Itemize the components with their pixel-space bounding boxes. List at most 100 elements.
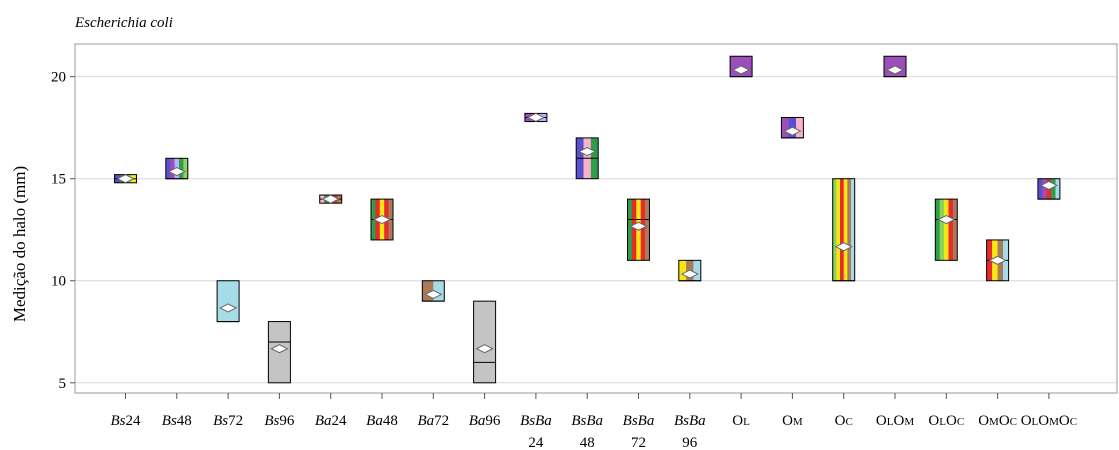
x-tick-label-part: M	[1049, 416, 1059, 428]
x-tick-label-part: 48	[383, 413, 398, 429]
x-tick-label: OC	[835, 413, 853, 429]
box-stripe	[473, 301, 496, 383]
mean-marker	[783, 126, 802, 136]
x-tick-label-part: Ba	[315, 413, 332, 429]
x-tick-label-part: 72	[434, 413, 449, 429]
box-stripe	[832, 178, 837, 281]
box-stripe	[1051, 178, 1056, 200]
x-tick-label-part: M	[989, 416, 999, 428]
box-6	[370, 198, 394, 241]
box-stripe	[640, 199, 646, 261]
x-tick-label-part: O	[1059, 413, 1070, 429]
box-10	[575, 137, 599, 180]
x-tick-label-part: O	[893, 413, 904, 429]
x-tick-label: BsBa	[623, 413, 655, 429]
box-stripe	[843, 178, 848, 281]
box-outline	[627, 198, 650, 261]
box-1	[114, 174, 137, 184]
box-5	[319, 194, 343, 204]
box-stripe	[170, 158, 175, 179]
mean-marker	[578, 146, 597, 157]
box-11	[627, 198, 650, 261]
x-tick-label-part: 24	[332, 413, 348, 429]
box-stripe	[631, 199, 637, 261]
chart-title: Escherichia coli	[74, 15, 173, 31]
x-tick-label: Bs72	[213, 413, 243, 429]
x-tick-label-line2: 24	[528, 435, 544, 450]
box-stripe	[645, 199, 650, 261]
x-tick-label-part: O	[782, 413, 793, 429]
x-tick-label-part: BsBa	[571, 413, 603, 429]
box-stripe	[678, 260, 687, 281]
box-9	[524, 112, 548, 123]
x-tick-label-part: C	[1010, 416, 1017, 428]
box-stripe	[935, 199, 940, 261]
x-tick-label: OLOM	[876, 413, 914, 429]
x-tick-label-part: M	[793, 416, 803, 428]
box-stripe	[693, 260, 701, 281]
box-fill	[217, 280, 240, 322]
box-fill	[832, 178, 855, 281]
x-tick-label-part: Ba	[366, 413, 383, 429]
y-tick-label: 5	[59, 376, 67, 392]
box-stripe	[422, 280, 434, 302]
mean-marker	[885, 65, 905, 75]
x-tick-label-part: O	[732, 413, 743, 429]
box-8	[473, 300, 497, 384]
x-tick-label-part: O	[946, 413, 957, 429]
x-axis-ticks: Bs24 Bs48 Bs72 Bs96 Ba24 Ba48 Ba72 Ba96 BsBa24Bs…	[111, 393, 1077, 450]
x-tick-label-line2: 72	[631, 435, 646, 450]
box-fill	[422, 280, 445, 302]
x-tick-label-part: 96	[279, 413, 295, 429]
mean-marker	[526, 112, 546, 123]
box-15	[832, 178, 856, 282]
box-stripe	[217, 280, 240, 322]
box-19	[1037, 178, 1061, 200]
mean-marker	[321, 194, 340, 204]
x-tick-label-part: O	[928, 413, 939, 429]
x-tick-label-part: Bs	[162, 413, 177, 429]
x-tick-label-part: BsBa	[520, 413, 552, 429]
x-tick-label: Ba96	[469, 413, 501, 429]
box-stripe	[948, 199, 954, 261]
box-stripe	[836, 178, 841, 281]
y-axis-label: Medição do halo (mm)	[10, 166, 29, 322]
x-tick-label: OL	[732, 413, 750, 429]
x-tick-label-line2: 48	[580, 435, 595, 450]
x-tick-label: OM	[782, 413, 803, 429]
box-stripe	[165, 158, 171, 179]
box-stripe	[796, 117, 804, 138]
box-17	[934, 198, 958, 261]
box-16	[883, 55, 907, 78]
x-tick-label: Ba24	[315, 413, 347, 429]
y-tick-label: 10	[51, 274, 66, 290]
mean-marker	[1039, 180, 1059, 190]
box-stripe	[1042, 178, 1047, 200]
x-tick-label-part: 72	[228, 413, 243, 429]
mean-marker	[424, 289, 443, 299]
box-18	[986, 239, 1010, 282]
x-tick-label: Bs24	[111, 413, 142, 429]
mean-marker	[988, 255, 1007, 265]
x-tick-label: BsBa	[520, 413, 552, 429]
x-tick-label-part: 96	[485, 413, 501, 429]
x-tick-label-part: C	[1070, 416, 1077, 428]
box-stripe	[840, 178, 844, 281]
x-tick-label-part: O	[835, 413, 846, 429]
box-stripe	[433, 280, 445, 302]
box-3	[216, 280, 240, 323]
x-tick-label-line2: 96	[682, 435, 698, 450]
box-fill	[473, 301, 496, 383]
mean-marker	[270, 344, 289, 354]
mean-marker	[629, 221, 648, 231]
x-tick-label-part: L	[939, 416, 946, 428]
x-tick-label-part: L	[1032, 416, 1039, 428]
x-tick-label: Bs96	[264, 413, 295, 429]
x-tick-label-part: 24	[126, 413, 142, 429]
box-fill	[935, 199, 958, 261]
x-tick-label-part: L	[743, 416, 750, 428]
x-tick-label-part: Ba	[417, 413, 434, 429]
mean-marker	[372, 214, 392, 225]
x-tick-label-part: C	[845, 416, 852, 428]
